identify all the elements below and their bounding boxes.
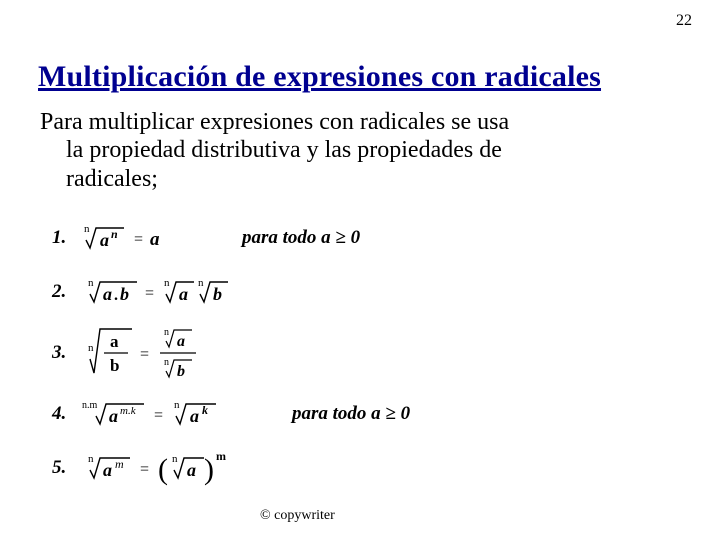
rule-2-formula: n a . b = n a n b <box>82 272 272 312</box>
svg-text:n.m: n.m <box>82 400 98 411</box>
svg-text:a: a <box>177 333 185 350</box>
svg-text:n: n <box>88 342 94 354</box>
svg-text:a: a <box>109 406 118 426</box>
svg-text:): ) <box>204 453 214 486</box>
svg-text:n: n <box>164 327 169 338</box>
rule-1-condition: para todo a ≥ 0 <box>242 227 360 249</box>
svg-text:k: k <box>202 403 208 417</box>
svg-text:b: b <box>110 356 119 375</box>
svg-text:(: ( <box>158 453 168 486</box>
rule-2-number: 2. <box>52 281 82 303</box>
rule-1-number: 1. <box>52 227 82 249</box>
svg-text:b: b <box>120 284 129 304</box>
svg-text:.: . <box>114 287 118 304</box>
svg-text:n: n <box>172 453 178 465</box>
svg-text:a: a <box>190 406 199 426</box>
intro-line-2: la propiedad distributiva y las propieda… <box>40 136 682 164</box>
svg-text:n: n <box>164 357 169 368</box>
intro-line-3: radicales; <box>40 165 682 193</box>
svg-text:n: n <box>174 399 180 411</box>
rule-5-number: 5. <box>52 457 82 479</box>
slide-title: Multiplicación de expresiones con radica… <box>38 60 682 94</box>
rule-3-formula: n a b = n a n b <box>82 323 252 383</box>
svg-text:n: n <box>88 453 94 465</box>
rule-4: 4. n.m a m.k = n a k para todo a ≥ 0 <box>52 391 682 437</box>
svg-text:b: b <box>177 363 185 380</box>
svg-text:a: a <box>103 460 112 480</box>
rule-4-condition: para todo a ≥ 0 <box>292 403 410 425</box>
rule-5: 5. n a m = ( n a ) m <box>52 445 682 491</box>
svg-text:a: a <box>179 284 188 304</box>
intro-line-1: Para multiplicar expresiones con radical… <box>40 109 509 135</box>
rule-1-formula: n a n = a <box>82 218 222 258</box>
slide-content: Multiplicación de expresiones con radica… <box>0 0 720 491</box>
page-number: 22 <box>676 12 692 30</box>
svg-text:m: m <box>115 457 124 471</box>
rule-5-formula: n a m = ( n a ) m <box>82 446 272 490</box>
rule-4-number: 4. <box>52 403 82 425</box>
svg-text:n: n <box>111 227 118 241</box>
svg-text:a: a <box>187 460 196 480</box>
svg-text:m.k: m.k <box>120 405 137 417</box>
intro-paragraph: Para multiplicar expresiones con radical… <box>38 108 682 193</box>
svg-text:b: b <box>213 284 222 304</box>
rule-4-formula: n.m a m.k = n a k <box>82 394 272 434</box>
rule-3: 3. n a b = n a n b <box>52 323 682 383</box>
svg-text:=: = <box>134 231 143 248</box>
svg-text:a: a <box>110 332 119 351</box>
rule-2: 2. n a . b = n a n b <box>52 269 682 315</box>
rule-3-number: 3. <box>52 342 82 364</box>
svg-text:=: = <box>140 346 149 363</box>
svg-text:=: = <box>140 461 149 478</box>
copyright-text: © copywriter <box>260 508 335 524</box>
svg-text:=: = <box>154 407 163 424</box>
svg-text:a: a <box>100 230 109 250</box>
svg-text:m: m <box>216 449 226 463</box>
svg-text:n: n <box>88 277 94 289</box>
svg-text:n: n <box>198 277 204 289</box>
svg-text:a: a <box>150 229 160 250</box>
svg-text:n: n <box>84 223 90 235</box>
rule-1: 1. n a n = a para todo a ≥ 0 <box>52 215 682 261</box>
svg-text:n: n <box>164 277 170 289</box>
rules-list: 1. n a n = a para todo a ≥ 0 2. n a . b … <box>38 215 682 491</box>
svg-text:=: = <box>145 285 154 302</box>
svg-text:a: a <box>103 284 112 304</box>
